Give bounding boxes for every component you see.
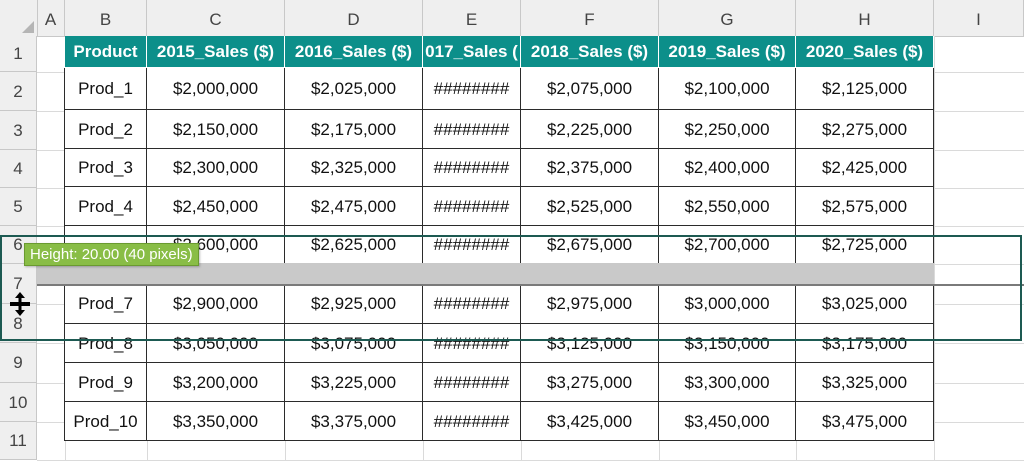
table-cell[interactable]: $2,000,000: [147, 68, 285, 110]
row-resize-cursor-icon: [10, 292, 30, 316]
table-cell[interactable]: $3,075,000: [285, 324, 423, 363]
row-header-3[interactable]: 3: [0, 111, 37, 150]
table-cell[interactable]: $2,400,000: [659, 149, 796, 187]
row-header-10[interactable]: 10: [0, 383, 37, 422]
table-cell[interactable]: $3,200,000: [147, 363, 285, 402]
table-header-cell[interactable]: 017_Sales (: [423, 36, 521, 68]
resized-row-shade: [37, 263, 934, 284]
table-cell[interactable]: $3,425,000: [521, 402, 659, 441]
table-cell[interactable]: $3,125,000: [521, 324, 659, 363]
table-cell[interactable]: $2,475,000: [285, 187, 423, 226]
table-header-cell[interactable]: 2016_Sales ($): [285, 36, 423, 68]
table-cell[interactable]: Prod_1: [65, 68, 147, 110]
table-cell[interactable]: $3,050,000: [147, 324, 285, 363]
table-cell[interactable]: $3,475,000: [796, 402, 934, 441]
table-cell[interactable]: Prod_2: [65, 110, 147, 149]
row-header-11[interactable]: 11: [0, 422, 37, 460]
gridline: [934, 36, 935, 460]
column-header-b[interactable]: B: [65, 0, 147, 36]
table-cell[interactable]: $2,175,000: [285, 110, 423, 149]
table-cell[interactable]: $3,175,000: [796, 324, 934, 363]
table-cell[interactable]: $2,525,000: [521, 187, 659, 226]
table-cell[interactable]: $2,225,000: [521, 110, 659, 149]
column-header-i[interactable]: I: [934, 0, 1024, 36]
column-header-c[interactable]: C: [147, 0, 285, 36]
table-cell[interactable]: $2,675,000: [521, 226, 659, 264]
table-cell[interactable]: $3,300,000: [659, 363, 796, 402]
table-cell[interactable]: $2,425,000: [796, 149, 934, 187]
table-cell[interactable]: ########: [423, 402, 521, 441]
table-header-cell[interactable]: Product: [65, 36, 147, 68]
column-header-f[interactable]: F: [521, 0, 659, 36]
table-cell[interactable]: $2,025,000: [285, 68, 423, 110]
row-resize-guide-line: [37, 284, 1024, 286]
select-all-triangle-icon: [22, 21, 34, 33]
table-cell[interactable]: Prod_4: [65, 187, 147, 226]
table-cell[interactable]: $2,150,000: [147, 110, 285, 149]
row-header-1[interactable]: 1: [0, 36, 37, 72]
table-cell[interactable]: $3,375,000: [285, 402, 423, 441]
table-cell[interactable]: ########: [423, 363, 521, 402]
table-header-cell[interactable]: 2020_Sales ($): [796, 36, 934, 68]
table-cell[interactable]: $2,075,000: [521, 68, 659, 110]
row-header-5[interactable]: 5: [0, 188, 37, 226]
column-header-e[interactable]: E: [423, 0, 521, 36]
table-cell[interactable]: Prod_10: [65, 402, 147, 441]
row-header-4[interactable]: 4: [0, 150, 37, 188]
table-cell[interactable]: $2,125,000: [796, 68, 934, 110]
table-cell[interactable]: ########: [423, 226, 521, 264]
table-cell[interactable]: $3,025,000: [796, 284, 934, 324]
table-cell[interactable]: $3,000,000: [659, 284, 796, 324]
table-cell[interactable]: $2,625,000: [285, 226, 423, 264]
column-header-h[interactable]: H: [796, 0, 934, 36]
table-cell[interactable]: $2,900,000: [147, 284, 285, 324]
table-cell[interactable]: $2,250,000: [659, 110, 796, 149]
table-cell[interactable]: $2,325,000: [285, 149, 423, 187]
table-cell[interactable]: $2,550,000: [659, 187, 796, 226]
table-cell[interactable]: $2,450,000: [147, 187, 285, 226]
row-header-9[interactable]: 9: [0, 343, 37, 383]
table-cell[interactable]: $2,375,000: [521, 149, 659, 187]
table-cell[interactable]: $3,450,000: [659, 402, 796, 441]
table-cell[interactable]: $2,300,000: [147, 149, 285, 187]
table-cell[interactable]: ########: [423, 149, 521, 187]
table-cell[interactable]: ########: [423, 68, 521, 110]
table-cell[interactable]: ########: [423, 324, 521, 363]
column-header-a[interactable]: A: [37, 0, 65, 36]
table-cell[interactable]: $2,975,000: [521, 284, 659, 324]
table-cell[interactable]: ########: [423, 187, 521, 226]
table-cell[interactable]: $2,700,000: [659, 226, 796, 264]
table-cell[interactable]: ########: [423, 110, 521, 149]
table-cell[interactable]: $3,275,000: [521, 363, 659, 402]
table-cell[interactable]: Prod_7: [65, 284, 147, 324]
table-header-cell[interactable]: 2018_Sales ($): [521, 36, 659, 68]
table-header-cell[interactable]: 2015_Sales ($): [147, 36, 285, 68]
table-cell[interactable]: $3,350,000: [147, 402, 285, 441]
table-cell[interactable]: Prod_9: [65, 363, 147, 402]
select-all-corner[interactable]: [0, 0, 38, 36]
table-cell[interactable]: $2,575,000: [796, 187, 934, 226]
table-cell[interactable]: $2,100,000: [659, 68, 796, 110]
table-cell[interactable]: $3,150,000: [659, 324, 796, 363]
table-cell[interactable]: $3,325,000: [796, 363, 934, 402]
table-cell[interactable]: $2,925,000: [285, 284, 423, 324]
column-header-g[interactable]: G: [659, 0, 796, 36]
table-cell[interactable]: $2,275,000: [796, 110, 934, 149]
row-header-2[interactable]: 2: [0, 72, 37, 111]
table-cell[interactable]: Prod_3: [65, 149, 147, 187]
row-height-tooltip: Height: 20.00 (40 pixels): [24, 243, 199, 266]
table-header-cell[interactable]: 2019_Sales ($): [659, 36, 796, 68]
row-selection-outline: [0, 235, 1022, 341]
table-cell[interactable]: Prod_8: [65, 324, 147, 363]
table-cell[interactable]: $3,225,000: [285, 363, 423, 402]
column-header-d[interactable]: D: [285, 0, 423, 36]
table-cell[interactable]: ########: [423, 284, 521, 324]
